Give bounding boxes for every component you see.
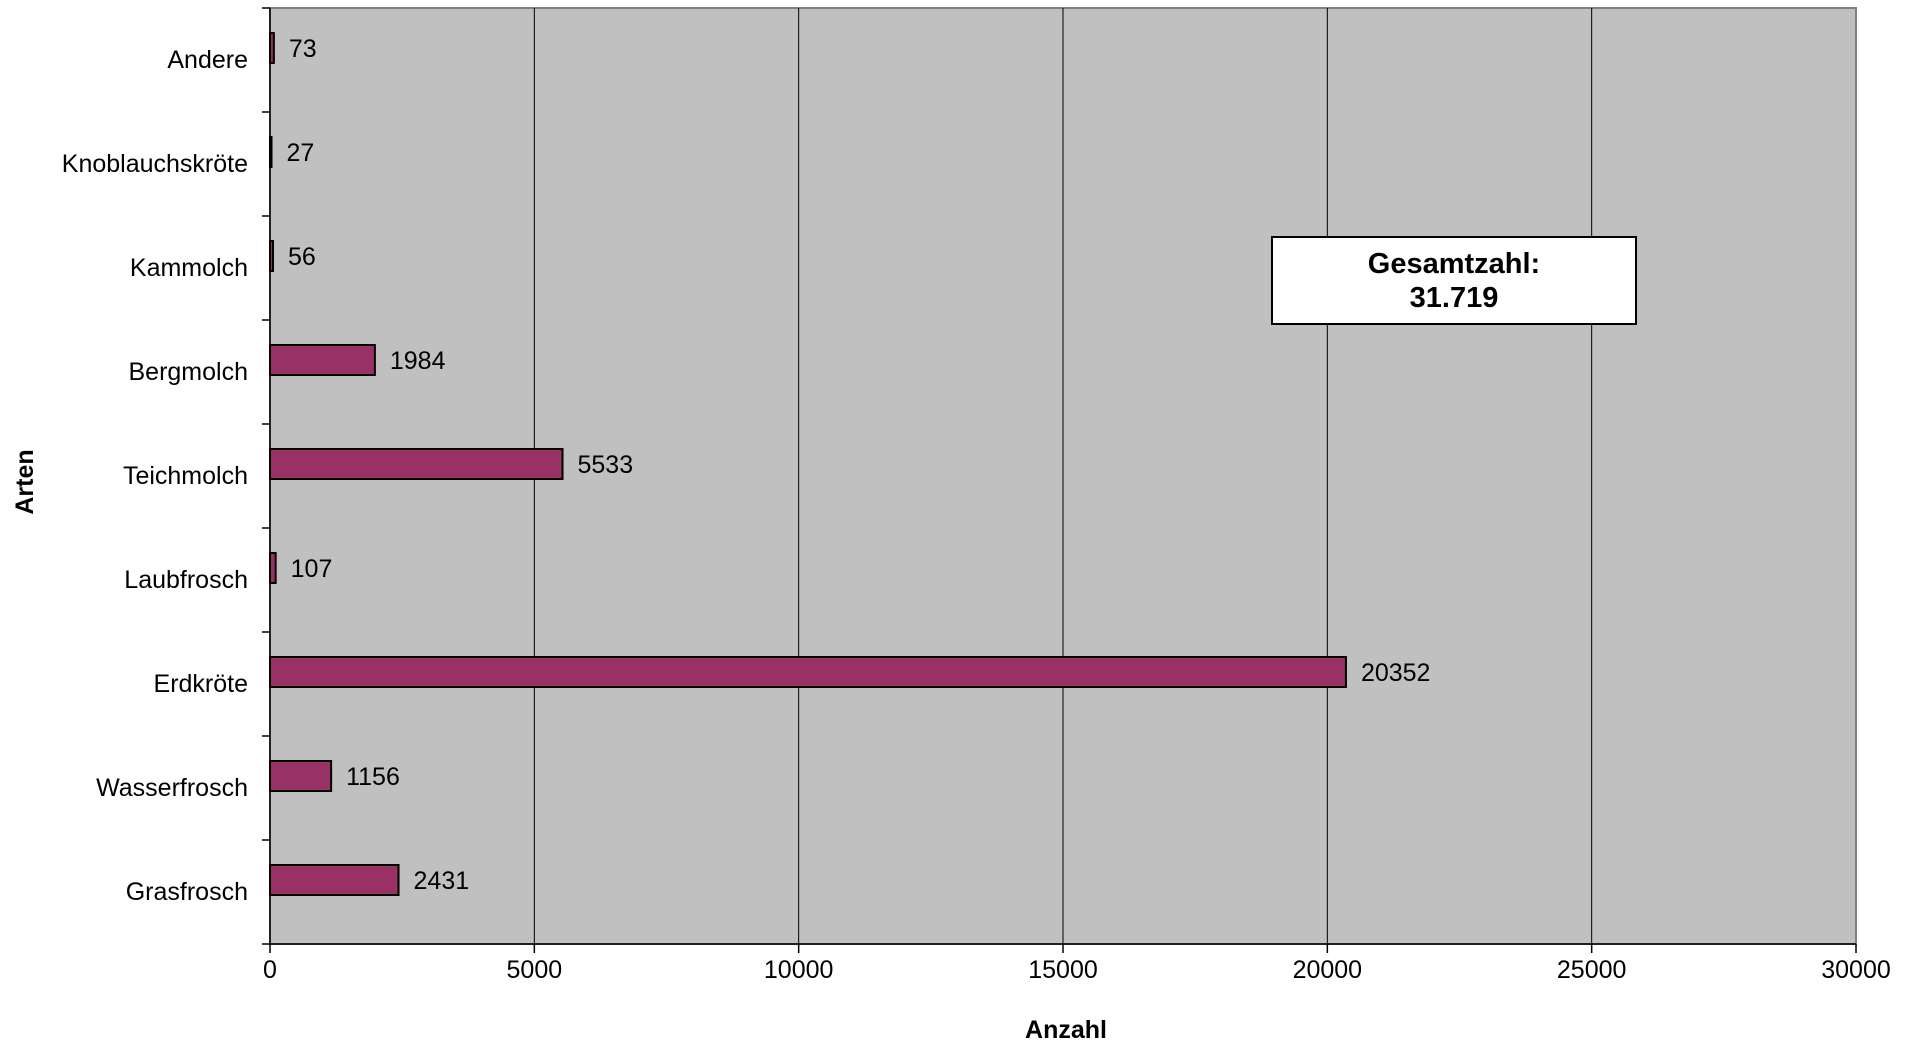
y-category-labels: Grasfrosch Wasserfrosch Erdkröte Laubfrosch… bbox=[62, 46, 248, 906]
data-label: 1984 bbox=[390, 347, 446, 375]
data-label: 5533 bbox=[578, 451, 634, 479]
category-label: Grasfrosch bbox=[126, 878, 248, 906]
bar bbox=[269, 864, 400, 896]
category-label: Knoblauchskröte bbox=[62, 150, 248, 178]
bar bbox=[269, 656, 1347, 688]
category-label: Wasserfrosch bbox=[96, 774, 248, 802]
x-tick-label: 15000 bbox=[1028, 956, 1098, 984]
data-label: 1156 bbox=[346, 763, 400, 791]
x-tick-label: 10000 bbox=[764, 956, 834, 984]
data-label: 27 bbox=[287, 139, 315, 167]
category-label: Erdkröte bbox=[154, 670, 248, 698]
x-tick-label: 0 bbox=[263, 956, 277, 984]
data-label: 73 bbox=[289, 35, 317, 63]
y-axis-title: Arten bbox=[11, 449, 39, 514]
data-label: 56 bbox=[288, 243, 316, 271]
bar bbox=[269, 552, 277, 584]
x-tick-label: 5000 bbox=[507, 956, 563, 984]
data-label: 20352 bbox=[1361, 659, 1431, 687]
category-label: Teichmolch bbox=[123, 462, 248, 490]
bar bbox=[269, 760, 333, 792]
total-count-label: Gesamtzahl: bbox=[1367, 247, 1541, 280]
category-label: Andere bbox=[167, 46, 248, 74]
x-tick-label: 20000 bbox=[1293, 956, 1363, 984]
category-label: Bergmolch bbox=[129, 358, 249, 386]
x-tick-labels: 0 5000 10000 15000 20000 25000 30000 bbox=[263, 956, 1891, 984]
gridlines bbox=[533, 8, 1593, 944]
total-count-annotation: Gesamtzahl: 31.719 bbox=[1271, 236, 1637, 325]
category-label: Laubfrosch bbox=[124, 566, 248, 594]
data-label: 107 bbox=[291, 555, 333, 583]
data-label: 2431 bbox=[414, 867, 470, 895]
total-count-value: 31.719 bbox=[1409, 281, 1499, 314]
bar bbox=[269, 448, 564, 480]
x-tick-label: 25000 bbox=[1557, 956, 1627, 984]
category-label: Kammolch bbox=[130, 254, 248, 282]
bar bbox=[269, 344, 376, 376]
axes bbox=[262, 7, 1857, 953]
x-axis-title: Anzahl bbox=[1025, 1016, 1107, 1040]
data-labels: 2431 1156 20352 107 5533 1984 56 27 73 bbox=[287, 35, 1431, 895]
x-tick-label: 30000 bbox=[1821, 956, 1891, 984]
